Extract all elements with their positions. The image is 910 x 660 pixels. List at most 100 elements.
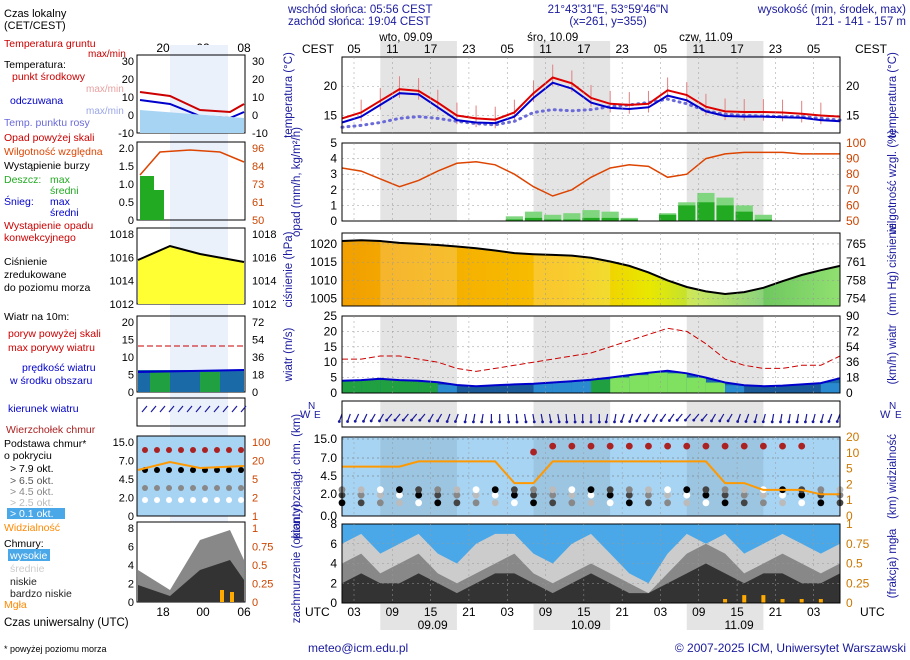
cloud-base-dot xyxy=(434,491,442,499)
visibility-tick-right: 0 xyxy=(846,509,853,523)
wind-dir-arrowhead xyxy=(628,420,632,423)
fog-tick-right: 0.75 xyxy=(846,537,870,551)
legend-tick-right: 96 xyxy=(252,143,264,155)
legend-tick-left: 15 xyxy=(122,335,134,347)
wind-dir-arrowhead xyxy=(385,418,389,422)
legend-tick-right: 0 xyxy=(252,387,258,399)
legend-cloud-base-dot xyxy=(178,467,184,473)
legend-fog-bar xyxy=(220,590,224,602)
legend-fog: Mgła xyxy=(4,599,27,611)
rain-mean-bar xyxy=(735,211,753,221)
visibility-tick-right: 5 xyxy=(846,462,853,476)
rain-max-bar xyxy=(524,211,543,221)
legend-dir-panel xyxy=(136,397,246,427)
utc-tick-label: 15 xyxy=(730,605,744,619)
legend-dir-arrow xyxy=(159,405,166,413)
legend-tick-right: 0 xyxy=(252,110,258,122)
wind-speed-band xyxy=(667,373,687,393)
rain-mean-bar xyxy=(582,217,600,221)
legend-tick-right: -10 xyxy=(252,128,268,140)
wind-speed-band xyxy=(380,380,400,393)
footer-email[interactable]: meteo@icm.edu.pl xyxy=(308,641,408,655)
wind-dir-arrowhead xyxy=(604,420,608,424)
cover-tick-left: 0 xyxy=(330,596,337,610)
wind-speed-band xyxy=(725,385,745,393)
wind-speed-band xyxy=(552,382,572,393)
legend-tick-left: 4 xyxy=(128,560,134,572)
legend-cl-low: niskie xyxy=(10,576,37,588)
legend-cloud-base-dot xyxy=(226,467,232,473)
legend-rain-bar xyxy=(140,176,154,220)
wind-dir-arrowhead xyxy=(581,420,585,424)
legend-tick-left: 2 xyxy=(128,579,134,591)
wind-speed-band xyxy=(495,385,515,393)
cloud-base-dot xyxy=(606,486,614,494)
panel-frame xyxy=(341,142,841,222)
legend-cloud-top-dot xyxy=(178,447,184,453)
humidity-tick-right: 60 xyxy=(846,198,860,212)
legend-precip-above: Opad powyżej skali xyxy=(4,132,94,144)
cloud-base-dot xyxy=(568,486,576,494)
wind-tick-left: 25 xyxy=(324,309,338,323)
legend-mini-graphics xyxy=(137,91,247,602)
wind-speed-band xyxy=(399,380,419,393)
utc-label-left: UTC xyxy=(305,605,330,619)
temp-tick-right: 20 xyxy=(846,79,860,93)
wind-speed-band xyxy=(744,386,764,393)
wind-dir-arrowhead xyxy=(613,420,616,424)
utc-tick-label: 21 xyxy=(769,605,783,619)
legend-cloud-top-dot xyxy=(142,447,148,453)
legend-pressure-area xyxy=(138,246,244,304)
wind-dir-arrowhead xyxy=(787,420,791,424)
legend-cloud-base-dot-2 xyxy=(190,485,196,491)
legend-tick-left: 1018 xyxy=(110,229,134,241)
cloud-base-dot xyxy=(817,486,825,494)
height-label: wysokość (min, środek, max) xyxy=(757,4,906,16)
legend-tick-left: 0 xyxy=(128,597,134,609)
rain-mean-bar xyxy=(544,219,562,221)
legend-dew-point: Temp. punktu rosy xyxy=(4,117,91,129)
rain-mean-bar xyxy=(620,219,638,221)
rain-max-bar xyxy=(601,211,619,221)
cloud-base-dot xyxy=(759,499,767,507)
legend-tick-left: 6 xyxy=(128,542,134,554)
legend-tick-right: 100 xyxy=(252,437,270,449)
legend-utc-tick: 18 xyxy=(156,605,170,619)
wind-dir-arrowhead xyxy=(700,418,704,422)
legend-panel-ticks: 3020100-103020100-102.01.51.00.509684736… xyxy=(110,56,277,609)
cloud-base-dot xyxy=(357,499,365,507)
wind-tick-right: 54 xyxy=(846,340,860,354)
precip-tick-left: 2 xyxy=(330,183,337,197)
legend-tick-right: 84 xyxy=(252,161,264,173)
cloud-base-dot xyxy=(396,499,403,507)
visibility-line xyxy=(342,460,840,496)
cloud-base-dot xyxy=(759,491,767,499)
legend-pressure-line xyxy=(137,244,245,263)
humidity-tick-right: 50 xyxy=(846,214,860,228)
cloud-base-dot xyxy=(664,491,672,499)
header-night-stripe xyxy=(533,41,611,57)
cloud-top-dot xyxy=(568,442,576,450)
legend-footnote: * powyżej poziomu morza xyxy=(4,644,107,654)
legend-cloud-base-dot-3 xyxy=(238,497,244,503)
legend-tick-right: 72 xyxy=(252,317,264,329)
cloud-base-dot xyxy=(396,491,403,499)
wind-dir-arrowhead xyxy=(835,420,839,423)
fog-bar xyxy=(761,595,766,603)
legend-tick-right: 50 xyxy=(252,215,264,227)
legend-dir-arrow xyxy=(222,405,229,413)
wind-dir-arrowhead xyxy=(795,420,799,424)
cloud-tick-left: 7.0 xyxy=(320,451,337,465)
visibility-tick-right: 1 xyxy=(846,493,853,507)
wind-dir-arrowhead xyxy=(770,420,774,424)
cloud-base-dot xyxy=(664,499,672,507)
cloud-base-dot xyxy=(453,491,461,499)
cover-tick-left: 6 xyxy=(330,537,337,551)
cloud-base-dot xyxy=(664,486,672,494)
cover-tick-left: 4 xyxy=(330,557,337,571)
legend-storm: Wystąpienie burzy xyxy=(4,160,90,172)
perceived-temp-line xyxy=(341,81,841,125)
wind-speed-band xyxy=(610,377,630,393)
legend-cloud-base-dot xyxy=(154,467,160,473)
cloud-base-dot xyxy=(702,486,710,494)
